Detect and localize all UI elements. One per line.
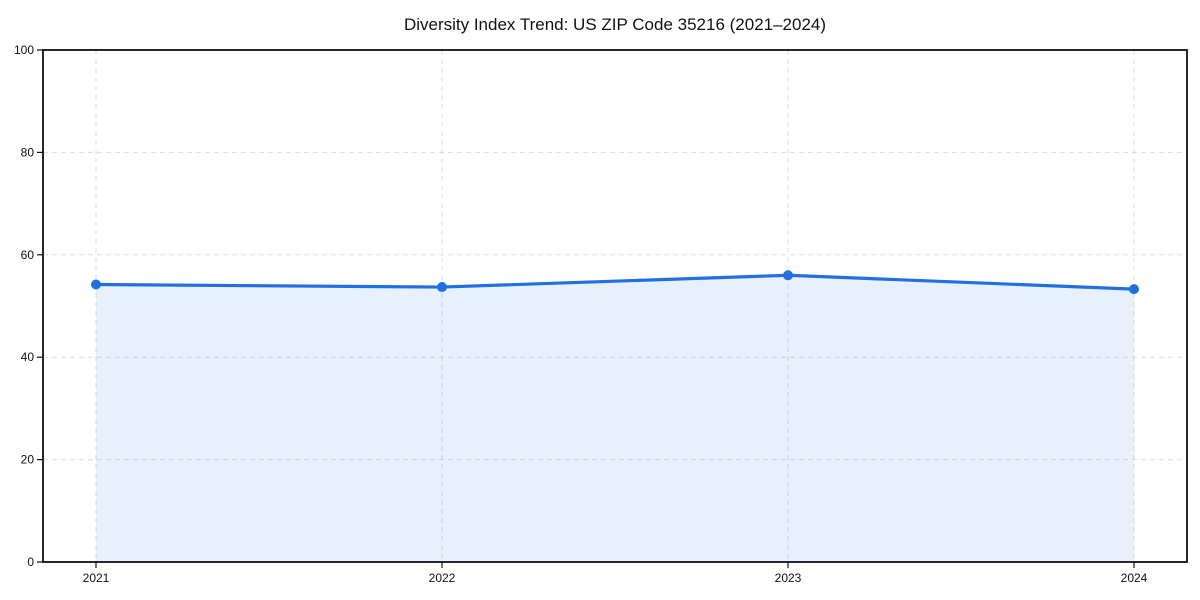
x-tick-label: 2024 bbox=[1121, 571, 1148, 585]
x-tick-label: 2023 bbox=[775, 571, 802, 585]
y-tick-label: 20 bbox=[21, 453, 35, 467]
y-tick-label: 100 bbox=[14, 43, 34, 57]
y-tick-label: 60 bbox=[21, 248, 35, 262]
series-area-fill bbox=[96, 275, 1134, 562]
y-tick-label: 80 bbox=[21, 145, 35, 159]
y-tick-label: 0 bbox=[27, 555, 34, 569]
data-point bbox=[437, 282, 447, 293]
axes-frame bbox=[42, 49, 1188, 563]
data-point bbox=[91, 279, 101, 290]
x-tick-label: 2021 bbox=[83, 571, 110, 585]
data-point bbox=[1129, 284, 1139, 295]
series-line bbox=[94, 273, 1136, 291]
y-tick-label: 40 bbox=[21, 350, 35, 364]
chart-title: Diversity Index Trend: US ZIP Code 35216… bbox=[403, 15, 827, 34]
x-tick-label: 2022 bbox=[429, 571, 456, 585]
data-point bbox=[783, 270, 793, 281]
